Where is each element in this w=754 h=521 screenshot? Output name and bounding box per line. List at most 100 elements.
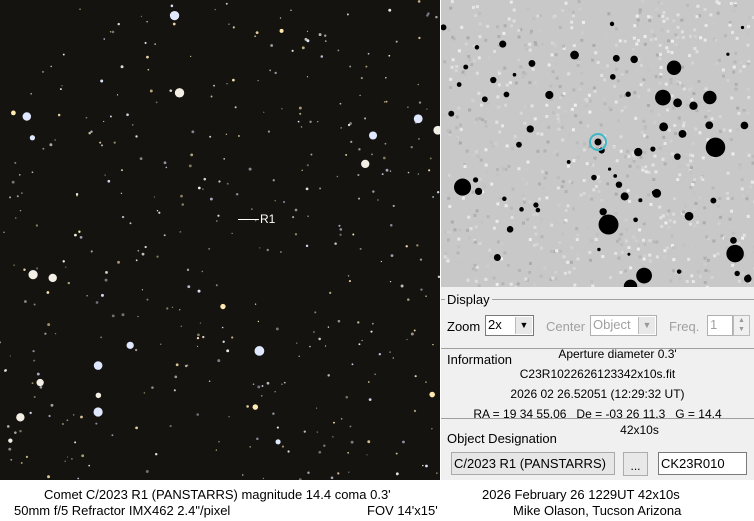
star [196, 345, 199, 348]
noise [543, 266, 547, 270]
star [348, 471, 350, 473]
noise [561, 180, 565, 184]
star [339, 102, 342, 105]
star [371, 153, 373, 156]
noise [692, 191, 696, 195]
star [184, 364, 188, 368]
star [113, 141, 116, 144]
inverted-zoom-image[interactable] [440, 0, 754, 294]
noise [581, 31, 585, 35]
star [197, 186, 201, 190]
zoom-select[interactable]: 2x ▼ [485, 315, 534, 336]
noise [446, 230, 450, 234]
noise [658, 146, 662, 150]
noise [685, 156, 689, 160]
star [54, 139, 56, 141]
star [361, 339, 363, 342]
star [437, 275, 441, 279]
star [174, 88, 185, 98]
star [436, 191, 440, 194]
noise [658, 205, 662, 209]
noise [698, 196, 702, 200]
noise [492, 226, 496, 230]
star [382, 156, 386, 160]
star [23, 268, 26, 272]
center-select[interactable]: Object ▼ [590, 315, 657, 336]
star [214, 8, 217, 11]
noise [566, 164, 570, 168]
star [281, 445, 285, 448]
noise [463, 72, 467, 76]
noise [591, 163, 595, 167]
noise [664, 82, 668, 86]
star [6, 425, 10, 428]
star [215, 284, 218, 287]
chevron-down-icon[interactable]: ▼ [515, 317, 532, 334]
noise [726, 196, 730, 200]
noise [687, 37, 691, 41]
star [305, 244, 309, 248]
noise [567, 132, 571, 136]
noise [519, 65, 523, 69]
noise [654, 170, 658, 174]
browse-button[interactable]: ... [623, 452, 648, 476]
noise [681, 65, 685, 69]
star [389, 280, 392, 283]
star [337, 49, 340, 52]
noise [526, 104, 530, 108]
noise [575, 238, 579, 242]
star [36, 372, 40, 376]
noise [667, 128, 671, 132]
freq-spinner[interactable]: ▲ ▼ [733, 315, 750, 336]
star [332, 436, 334, 438]
object-code-field[interactable]: CK23R010 [658, 452, 747, 475]
star [203, 177, 207, 181]
noise [636, 247, 640, 251]
noise [619, 149, 623, 153]
noise [549, 25, 553, 29]
noise [731, 231, 735, 235]
star [281, 383, 283, 386]
noise [535, 44, 539, 48]
object-group-title: Object Designation [445, 431, 559, 446]
noise [588, 110, 592, 114]
noise [678, 173, 682, 177]
noise [519, 28, 523, 32]
noise [468, 58, 472, 62]
object-name-field[interactable]: C/2023 R1 (PANSTARRS) [451, 452, 615, 475]
star [301, 169, 303, 171]
noise [556, 186, 560, 190]
star [39, 385, 43, 389]
star [705, 121, 714, 130]
noise [485, 264, 489, 268]
color-star-field-image: R1 [0, 0, 440, 480]
noise [751, 161, 754, 165]
star [256, 437, 259, 441]
noise [613, 84, 617, 88]
chevron-down-icon[interactable]: ▼ [638, 317, 655, 334]
noise [619, 94, 623, 98]
noise [734, 4, 738, 8]
freq-input[interactable]: 1 [707, 315, 733, 336]
star [358, 148, 361, 151]
star [384, 142, 387, 145]
zoom-label: Zoom [447, 319, 481, 334]
star [29, 411, 32, 415]
noise [489, 254, 493, 258]
star [249, 446, 251, 448]
noise [495, 25, 499, 29]
star [274, 391, 276, 393]
noise [692, 92, 696, 96]
exposure-text: 42x10s [620, 423, 659, 437]
noise [468, 236, 472, 240]
noise [676, 13, 680, 17]
noise [614, 164, 618, 168]
star [300, 126, 303, 128]
noise [564, 110, 568, 114]
star [425, 381, 427, 384]
noise [528, 270, 532, 274]
noise [682, 87, 686, 91]
noise [682, 243, 686, 247]
star [368, 398, 372, 401]
noise [654, 37, 658, 41]
